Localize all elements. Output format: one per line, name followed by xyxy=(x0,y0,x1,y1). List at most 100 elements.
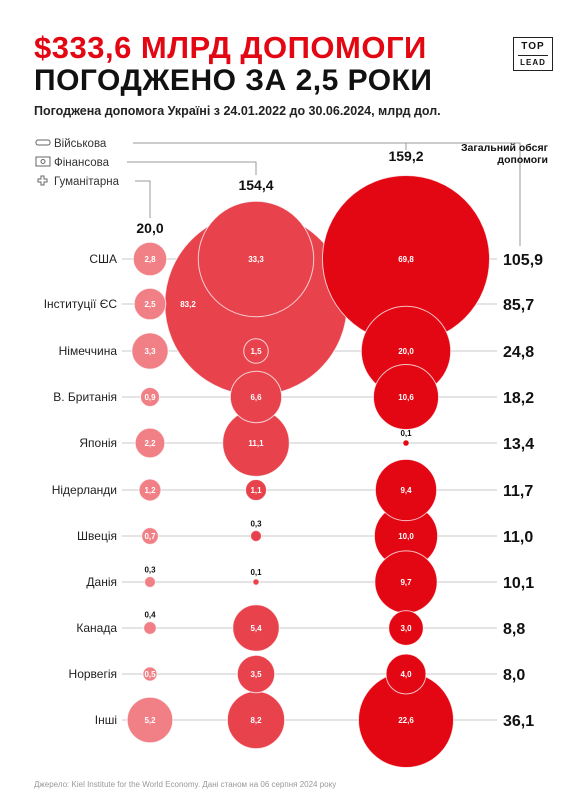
military-column-total: 159,2 xyxy=(388,148,423,164)
financial-value-label: 0,3 xyxy=(250,520,262,529)
total-connector xyxy=(406,142,521,246)
logo-top-text: TOP xyxy=(521,41,545,52)
row-total-label: 24,8 xyxy=(503,344,534,361)
humanitarian-value-label: 0,3 xyxy=(144,566,156,575)
financial-column-total: 154,4 xyxy=(238,177,273,193)
legend-label: Гуманітарна xyxy=(54,176,120,188)
category-label: Німеччина xyxy=(59,344,118,358)
row-total-label: 11,0 xyxy=(503,529,533,546)
legend-item-military: Військова xyxy=(35,138,107,150)
humanitarian-value-label: 0,7 xyxy=(144,532,156,541)
banknote-outline xyxy=(35,156,51,167)
humanitarian-bubble xyxy=(133,287,167,321)
humanitarian-value-label: 1,2 xyxy=(144,486,156,495)
row-total-label: 105,9 xyxy=(503,252,543,269)
chart-title-line2: ПОГОДЖЕНО ЗА 2,5 РОКИ xyxy=(34,64,433,97)
row-total-label: 10,1 xyxy=(503,575,534,592)
tank-icon xyxy=(35,139,51,146)
legend-label: Військова xyxy=(54,138,107,150)
military-legend-connector xyxy=(133,142,407,150)
financial-bubble xyxy=(236,654,276,694)
humanitarian-value-label: 0,9 xyxy=(144,393,156,402)
total-header-line2: допомоги xyxy=(497,154,548,166)
financial-bubble xyxy=(232,604,280,652)
financial-legend-connector xyxy=(127,161,257,175)
row-total-label: 18,2 xyxy=(503,390,534,407)
category-label: Канада xyxy=(76,621,117,635)
financial-bubble xyxy=(229,370,283,424)
financial-bubble xyxy=(243,338,269,364)
humanitarian-legend-connector xyxy=(135,180,151,218)
financial-value-label: 8,2 xyxy=(250,716,262,725)
chart-subtitle: Погоджена допомога Україні з 24.01.2022 … xyxy=(34,104,441,118)
military-value-label: 20,0 xyxy=(398,347,414,356)
military-bubble xyxy=(388,610,424,646)
humanitarian-value-label: 5,2 xyxy=(144,716,156,725)
humanitarian-bubble xyxy=(140,387,160,407)
financial-value-label: 0,1 xyxy=(250,568,262,577)
row-total-label: 8,8 xyxy=(503,621,525,638)
financial-bubble xyxy=(252,578,260,586)
military-value-label: 9,7 xyxy=(400,578,412,587)
row-total-label: 36,1 xyxy=(503,713,534,730)
military-value-label: 9,4 xyxy=(400,486,412,495)
humanitarian-bubble xyxy=(138,478,162,502)
military-value-label: 22,6 xyxy=(398,716,414,725)
total-header-line1: Загальний обсяг xyxy=(461,142,549,154)
logo-divider xyxy=(518,55,548,56)
source-note: Джерело: Kiel Institute for the World Ec… xyxy=(34,780,337,789)
financial-value-label: 83,2 xyxy=(180,300,196,309)
humanitarian-value-label: 0,5 xyxy=(144,670,156,679)
humanitarian-column-total: 20,0 xyxy=(136,220,163,236)
category-label: Інституції ЄС xyxy=(44,297,118,311)
row-total-label: 11,7 xyxy=(503,483,533,500)
humanitarian-value-label: 3,3 xyxy=(144,347,156,356)
cross-icon xyxy=(37,175,48,186)
bubbles xyxy=(126,174,491,769)
labels: США 105,9 Інституції ЄС 85,7 Німеччина 24,8 В.… xyxy=(35,138,549,730)
top-lead-logo: TOP LEAD xyxy=(513,37,553,71)
humanitarian-bubble xyxy=(134,427,166,459)
military-bubble xyxy=(402,439,410,447)
category-label: В. Британія xyxy=(53,390,117,404)
military-value-label: 10,0 xyxy=(398,532,414,541)
humanitarian-bubble xyxy=(132,241,168,277)
humanitarian-value-label: 0,4 xyxy=(144,611,156,620)
financial-bubble xyxy=(250,530,262,542)
category-label: Нідерланди xyxy=(52,483,117,497)
humanitarian-bubble xyxy=(144,576,156,588)
military-value-label: 4,0 xyxy=(400,670,412,679)
military-bubble xyxy=(374,458,438,522)
category-label: Норвегія xyxy=(69,667,117,681)
military-value-label: 69,8 xyxy=(398,255,414,264)
military-value-label: 10,6 xyxy=(398,393,414,402)
financial-bubble xyxy=(197,200,315,318)
humanitarian-value-label: 2,5 xyxy=(144,300,156,309)
category-label: Інші xyxy=(95,713,117,727)
category-label: Японія xyxy=(79,436,117,450)
financial-value-label: 6,6 xyxy=(250,393,262,402)
financial-value-label: 1,5 xyxy=(250,347,262,356)
financial-bubble xyxy=(245,479,267,501)
category-label: США xyxy=(89,252,117,266)
humanitarian-value-label: 2,8 xyxy=(144,255,156,264)
humanitarian-value-label: 2,2 xyxy=(144,439,156,448)
legend-item-financial: Фінансова xyxy=(35,156,110,169)
humanitarian-bubble xyxy=(142,666,158,682)
banknote-icon xyxy=(35,156,51,167)
military-value-label: 3,0 xyxy=(400,624,412,633)
legend-item-humanitarian: Гуманітарна xyxy=(37,175,120,188)
row-total-label: 85,7 xyxy=(503,297,534,314)
banknote-coin xyxy=(40,159,46,164)
military-value-label: 0,1 xyxy=(400,429,412,438)
humanitarian-bubble xyxy=(126,696,174,744)
financial-value-label: 33,3 xyxy=(248,255,264,264)
chart-title-line1: $333,6 МЛРД ДОПОМОГИ xyxy=(34,30,427,65)
humanitarian-bubble xyxy=(131,332,169,370)
military-bubble xyxy=(385,653,427,695)
legend-label: Фінансова xyxy=(54,157,110,169)
category-label: Швеція xyxy=(77,529,117,543)
humanitarian-bubble xyxy=(141,527,159,545)
military-bubble xyxy=(372,363,440,431)
